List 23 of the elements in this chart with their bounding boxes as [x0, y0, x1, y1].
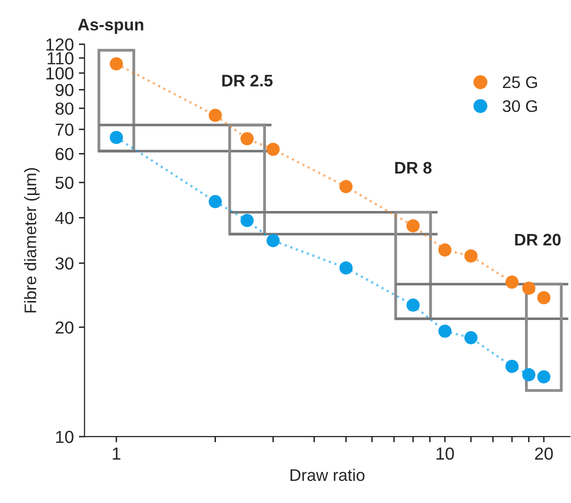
annotation: DR 20: [515, 234, 561, 246]
y-tick-label: 80: [56, 102, 74, 115]
y-tick-label: 20: [56, 321, 74, 334]
x-tick-label: 1: [112, 448, 120, 460]
legend-label: 30 G: [502, 100, 537, 112]
y-tick-label: 100: [46, 67, 74, 80]
text: As-spun: [78, 18, 144, 34]
y-tick-label: 90: [56, 84, 74, 96]
y-tick-label: 30: [55, 257, 74, 270]
y-tick-label: 60: [56, 148, 74, 160]
y-tick-label: 40: [55, 212, 74, 224]
legend-label: 25 G: [502, 76, 537, 88]
y-tick-label: 10: [56, 430, 74, 444]
y-tick-label: 120: [46, 38, 74, 51]
annotation: DR 8: [395, 162, 432, 174]
y-tick-label: 70: [56, 124, 74, 136]
x-tick-label: 20: [535, 447, 553, 460]
y-tick-label: 110: [48, 52, 74, 64]
x-axis-title: Draw ratio: [290, 468, 364, 481]
annotation: DR 2.5: [222, 74, 273, 87]
y-axis-title: Fibre diameter (µm): [24, 168, 40, 312]
x-tick-label: 10: [436, 447, 454, 460]
y-tick-label: 50: [55, 176, 74, 189]
